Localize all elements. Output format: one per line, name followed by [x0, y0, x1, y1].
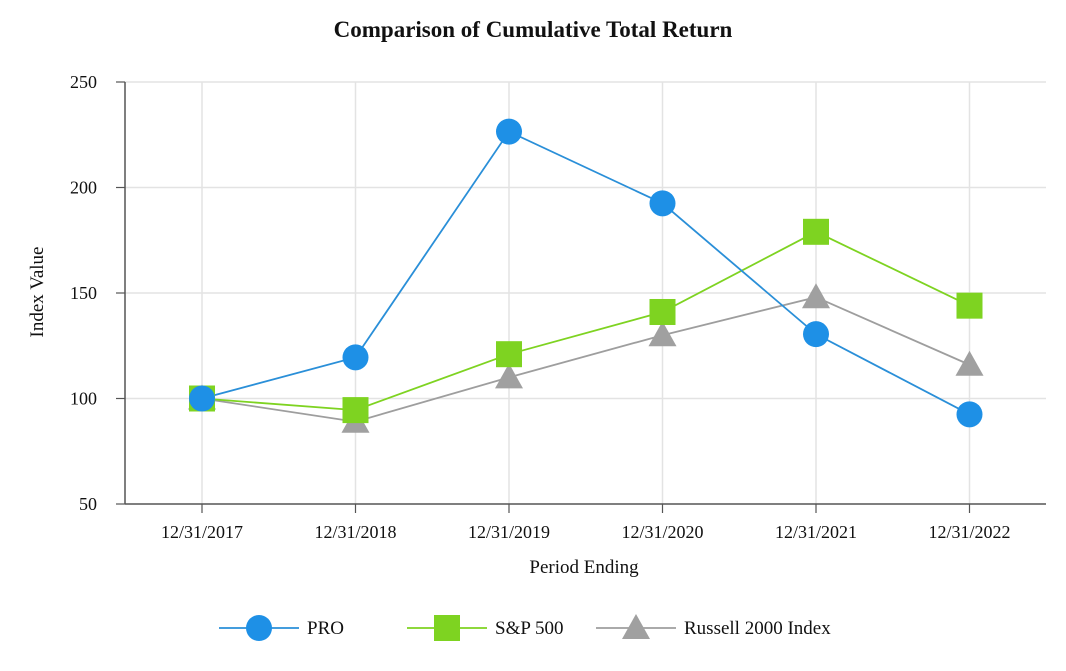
y-tick-label-50: 50: [79, 494, 97, 514]
y-tick-label-150: 150: [70, 283, 97, 303]
point-russell-2000-index-3: [648, 321, 677, 347]
point-pro-2: [496, 118, 522, 145]
point-russell-2000-index-2: [495, 363, 523, 389]
legend: PRO S&P 500 Russell 2000 Index: [219, 614, 831, 641]
y-tick-label-200: 200: [70, 178, 97, 198]
legend-label-s-p-500: S&P 500: [495, 618, 563, 639]
point-s-p-500-5: [956, 292, 983, 319]
y-tick-label-250: 250: [70, 72, 97, 92]
point-s-p-500-2: [496, 341, 522, 368]
x-tick-label-5: 12/31/2022: [928, 522, 1010, 542]
x-tick-label-0: 12/31/2017: [161, 522, 243, 542]
point-s-p-500-1: [342, 397, 369, 424]
point-pro-4: [803, 321, 829, 348]
legend-marker-s-p-500: [434, 615, 460, 641]
legend-label-russell-2000-index: Russell 2000 Index: [684, 618, 831, 639]
point-pro-5: [956, 401, 983, 428]
point-russell-2000-index-4: [802, 283, 830, 309]
series-line-s-p-500: [201, 230, 970, 412]
legend-marker-pro: [246, 615, 272, 641]
x-tick-label-3: 12/31/2020: [621, 522, 703, 542]
x-tick-label-4: 12/31/2021: [775, 522, 857, 542]
x-tick-label-1: 12/31/2018: [314, 522, 396, 542]
x-tick-label-2: 12/31/2019: [468, 522, 550, 542]
y-axis-ticks: 50 100 150 200 250: [70, 72, 125, 514]
point-pro-3: [649, 190, 676, 217]
point-s-p-500-3: [649, 298, 676, 325]
y-axis-label: Index Value: [27, 247, 48, 338]
point-russell-2000-index-5: [955, 350, 984, 376]
point-pro-0: [189, 385, 215, 412]
legend-label-pro: PRO: [307, 618, 344, 639]
y-tick-label-100: 100: [70, 389, 97, 409]
series-line-pro: [201, 130, 970, 416]
point-pro-1: [342, 344, 369, 371]
x-axis-ticks: 12/31/2017 12/31/2018 12/31/2019 12/31/2020…: [161, 504, 1011, 542]
x-axis-label: Period Ending: [529, 557, 639, 578]
gridlines: [125, 81, 1046, 504]
series-lines: [201, 130, 970, 423]
point-s-p-500-4: [803, 218, 829, 245]
series-markers: [188, 118, 984, 433]
legend-marker-russell-2000-index: [622, 614, 650, 639]
series-line-russell-2000-index: [201, 296, 970, 423]
chart-title: Comparison of Cumulative Total Return: [334, 17, 733, 42]
